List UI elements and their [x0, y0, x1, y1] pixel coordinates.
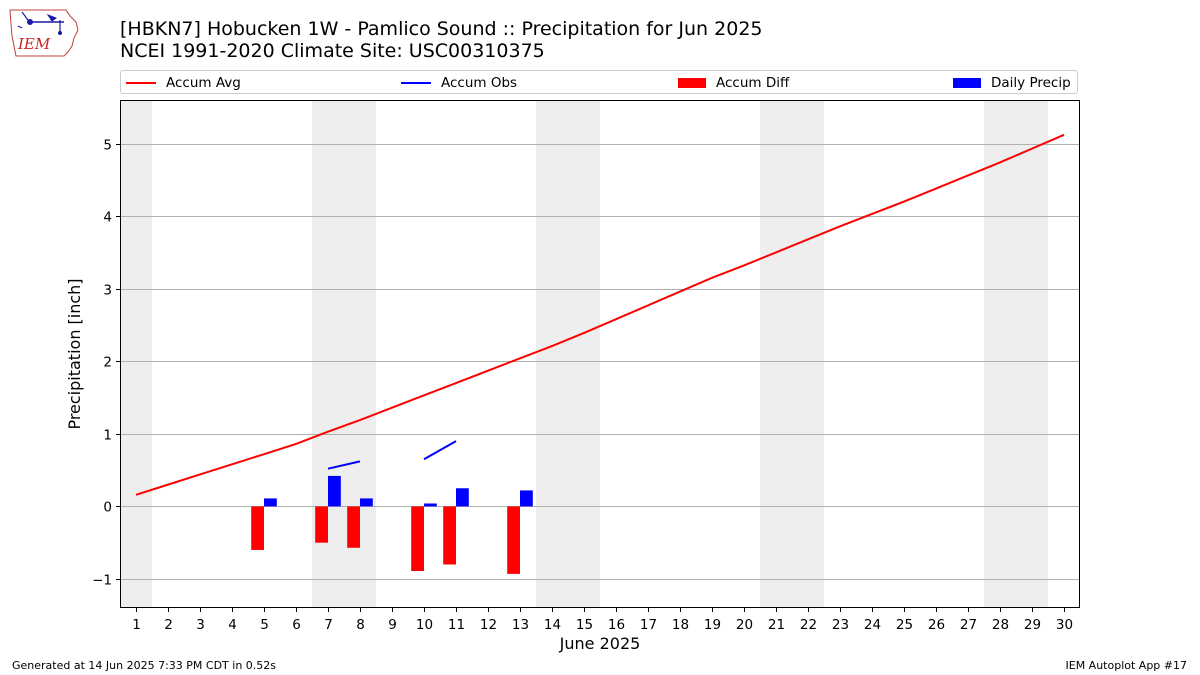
x-tick-label: 18 [672, 617, 689, 633]
x-axis-label: June 2025 [559, 634, 641, 653]
x-tick-label: 23 [832, 617, 849, 633]
y-tick-label: 2 [103, 355, 112, 371]
x-tick-label: 15 [576, 617, 593, 633]
x-tick-label: 26 [928, 617, 945, 633]
x-tick-label: 25 [896, 617, 913, 633]
bar-daily-precip [328, 475, 341, 507]
x-tick-label: 16 [608, 617, 625, 633]
bar-daily-precip [456, 488, 469, 507]
bar-accum-diff [347, 506, 360, 548]
legend-label-accum-avg: Accum Avg [166, 75, 241, 91]
plot-frame [120, 100, 1080, 608]
x-tick-label: 2 [164, 617, 173, 633]
iem-logo: IEM [9, 9, 79, 57]
y-axis: −1 0 1 2 3 4 5 [92, 138, 120, 589]
chart-title-line-2: NCEI 1991-2020 Climate Site: USC00310375 [120, 40, 545, 62]
weekend-bands [120, 100, 1048, 608]
y-tick-label: 1 [103, 428, 112, 444]
bar-daily-precip [424, 503, 437, 507]
legend-item-daily-precip: Daily Precip [953, 74, 1071, 92]
x-tick-label: 4 [228, 617, 237, 633]
legend: Accum Avg Accum Obs Accum Diff Daily Pre… [120, 70, 1078, 94]
x-tick-label: 20 [736, 617, 753, 633]
x-tick-label: 3 [196, 617, 205, 633]
line-accum-obs [327, 460, 361, 470]
x-tick-label: 10 [416, 617, 433, 633]
bar-daily-precip [360, 498, 373, 507]
bar-accum-diff [507, 506, 520, 574]
x-tick-label: 1 [132, 617, 141, 633]
x-tick-label: 12 [480, 617, 497, 633]
y-tick-label: 5 [103, 138, 112, 154]
bars [251, 475, 533, 574]
x-tick-label: 5 [260, 617, 269, 633]
x-tick-label: 9 [388, 617, 397, 633]
legend-label-accum-diff: Accum Diff [716, 75, 790, 91]
x-tick-label: 19 [704, 617, 721, 633]
x-tick-label: 11 [448, 617, 465, 633]
legend-item-accum-obs: Accum Obs [401, 74, 517, 92]
legend-swatch-accum-obs [401, 82, 431, 84]
legend-item-accum-diff: Accum Diff [678, 74, 789, 92]
x-tick-label: 8 [356, 617, 365, 633]
footer-app-text: IEM Autoplot App #17 [1065, 659, 1188, 672]
weekend-band [760, 100, 824, 608]
x-tick-label: 30 [1056, 617, 1073, 633]
y-axis-label: Precipitation [inch] [65, 278, 84, 429]
weekend-band [120, 100, 152, 608]
weekend-band [984, 100, 1048, 608]
legend-label-daily-precip: Daily Precip [991, 75, 1071, 91]
x-tick-label: 21 [768, 617, 785, 633]
legend-label-accum-obs: Accum Obs [441, 75, 518, 91]
x-tick-label: 28 [992, 617, 1009, 633]
line-accum-obs [423, 440, 457, 461]
legend-swatch-accum-diff [678, 78, 706, 88]
bar-accum-diff [443, 506, 456, 565]
logo-text: IEM [17, 35, 51, 53]
x-tick-label: 13 [512, 617, 529, 633]
legend-swatch-daily-precip [953, 78, 981, 88]
x-tick-label: 7 [324, 617, 333, 633]
x-tick-label: 27 [960, 617, 977, 633]
x-tick-label: 14 [544, 617, 561, 633]
chart-title-line-1: [HBKN7] Hobucken 1W - Pamlico Sound :: P… [120, 18, 763, 40]
x-axis: 1 2 3 4 5 6 7 8 9 10 11 12 13 14 15 16 17 18 19 20 21 22 23 24 2… [132, 608, 1073, 633]
y-tick-label: 0 [103, 500, 112, 516]
weekend-band [536, 100, 600, 608]
lines [135, 133, 1065, 496]
y-tick-label: 4 [103, 210, 112, 226]
x-tick-label: 17 [640, 617, 657, 633]
y-tick-label: −1 [92, 573, 112, 589]
iowa-state-outline-icon [9, 9, 79, 57]
legend-swatch-accum-avg [126, 82, 156, 84]
line-accum-avg [135, 133, 1065, 496]
bar-daily-precip [264, 498, 277, 507]
footer-generated-text: Generated at 14 Jun 2025 7:33 PM CDT in … [12, 659, 277, 672]
bar-accum-diff [411, 506, 424, 571]
bar-daily-precip [520, 490, 533, 507]
gridlines [120, 144, 1080, 580]
bar-accum-diff [315, 506, 328, 543]
legend-item-accum-avg: Accum Avg [126, 74, 241, 92]
x-tick-label: 6 [292, 617, 301, 633]
weather-instruments-icon [17, 11, 64, 35]
x-tick-label: 24 [864, 617, 881, 633]
x-tick-label: 22 [800, 617, 817, 633]
y-tick-label: 3 [103, 283, 112, 299]
bar-accum-diff [251, 506, 264, 550]
x-tick-label: 29 [1024, 617, 1041, 633]
